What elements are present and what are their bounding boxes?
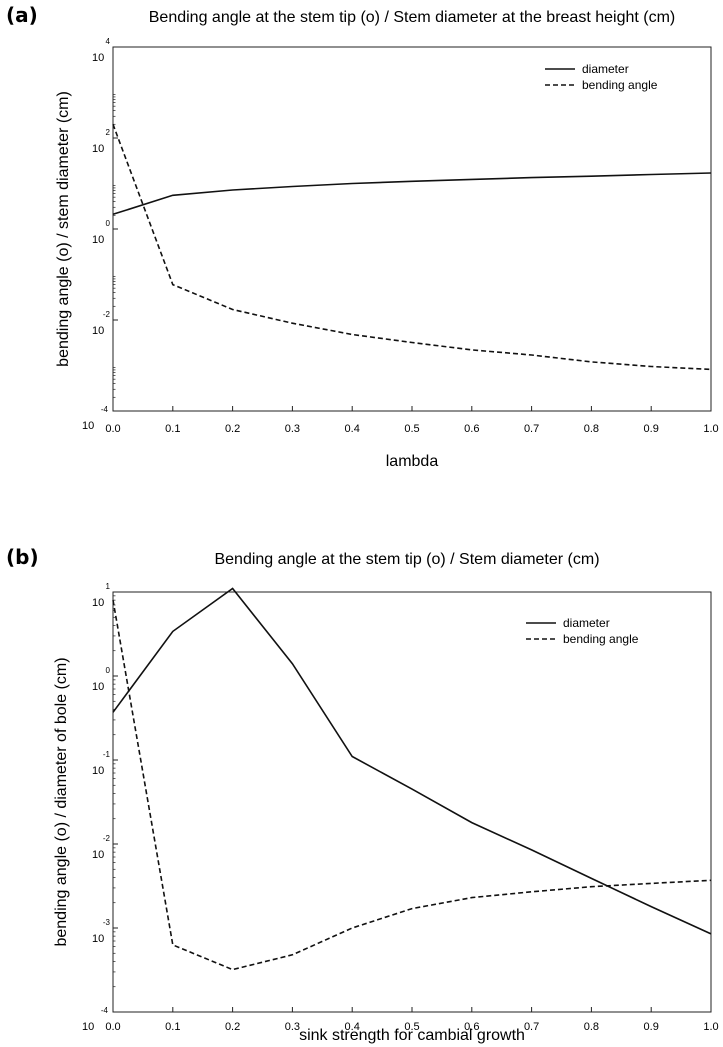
x-tick-label: 0.6: [464, 1021, 479, 1033]
x-tick-label: 0.3: [285, 1021, 300, 1033]
legend-entry: diameter: [582, 62, 629, 76]
y-tick-exponent: -3: [103, 918, 111, 927]
x-axis-label: lambda: [386, 453, 439, 470]
chart-panel-b: (b) Bending angle at the stem tip (o) / S…: [6, 545, 719, 1044]
panel-label: (b): [6, 545, 39, 569]
y-tick-exponent: -2: [103, 310, 111, 319]
x-tick-label: 1.0: [703, 423, 718, 435]
x-tick-label: 0.4: [345, 423, 360, 435]
y-tick-exponent: 1: [106, 582, 111, 591]
y-tick-exponent: 0: [106, 219, 111, 228]
y-tick-base: 10: [92, 681, 104, 693]
x-tick-label: 0.7: [524, 1021, 539, 1033]
legend-entry: diameter: [563, 616, 610, 630]
x-tick-label: 0.0: [105, 1021, 120, 1033]
plot-frame: [112, 591, 712, 1013]
x-tick-label: 0.0: [105, 423, 120, 435]
x-tick-label: 0.7: [524, 423, 539, 435]
y-tick-base: 10: [82, 420, 94, 432]
chart-title: Bending angle at the stem tip (o) / Stem…: [214, 551, 599, 568]
series-line-bending-angle: [112, 124, 712, 371]
x-tick-label: 0.9: [644, 423, 659, 435]
y-tick-base: 10: [92, 765, 104, 777]
y-tick-base: 10: [92, 325, 104, 337]
series-line-diameter: [112, 587, 712, 935]
x-tick-label: 0.5: [404, 1021, 419, 1033]
y-tick-exponent: -2: [103, 834, 111, 843]
y-tick-exponent: -4: [101, 405, 109, 414]
series-line-bending-angle: [112, 599, 712, 971]
y-tick-base: 10: [92, 143, 104, 155]
x-tick-label: 0.5: [404, 423, 419, 435]
x-tick-label: 0.9: [644, 1021, 659, 1033]
x-tick-label: 0.1: [165, 423, 180, 435]
y-axis-label: bending angle (o) / stem diameter (cm): [55, 91, 72, 367]
y-axis-label: bending angle (o) / diameter of bole (cm…: [53, 657, 70, 946]
x-tick-label: 0.8: [584, 423, 599, 435]
series-line-diameter: [112, 172, 712, 216]
x-tick-label: 1.0: [703, 1021, 718, 1033]
x-tick-label: 0.6: [464, 423, 479, 435]
x-tick-label: 0.2: [225, 1021, 240, 1033]
y-tick-exponent: 0: [106, 666, 111, 675]
y-tick-exponent: 2: [106, 128, 111, 137]
y-tick-base: 10: [92, 933, 104, 945]
y-tick-base: 10: [82, 1021, 94, 1033]
y-tick-base: 10: [92, 234, 104, 246]
y-tick-base: 10: [92, 52, 104, 64]
legend-entry: bending angle: [582, 78, 658, 92]
x-tick-label: 0.3: [285, 423, 300, 435]
x-axis-label: sink strength for cambial growth: [299, 1027, 525, 1044]
y-tick-exponent: 4: [106, 37, 111, 46]
legend-entry: bending angle: [563, 632, 639, 646]
x-tick-label: 0.4: [345, 1021, 360, 1033]
x-tick-label: 0.8: [584, 1021, 599, 1033]
y-tick-exponent: -1: [103, 750, 111, 759]
y-tick-base: 10: [92, 849, 104, 861]
plot-frame: [112, 46, 712, 412]
panel-label: (a): [6, 3, 38, 27]
x-tick-label: 0.1: [165, 1021, 180, 1033]
chart-panel-a: (a) Bending angle at the stem tip (o) / S…: [6, 3, 719, 470]
chart-title: Bending angle at the stem tip (o) / Stem…: [149, 9, 675, 26]
x-tick-label: 0.2: [225, 423, 240, 435]
y-tick-exponent: -4: [101, 1006, 109, 1015]
y-tick-base: 10: [92, 597, 104, 609]
